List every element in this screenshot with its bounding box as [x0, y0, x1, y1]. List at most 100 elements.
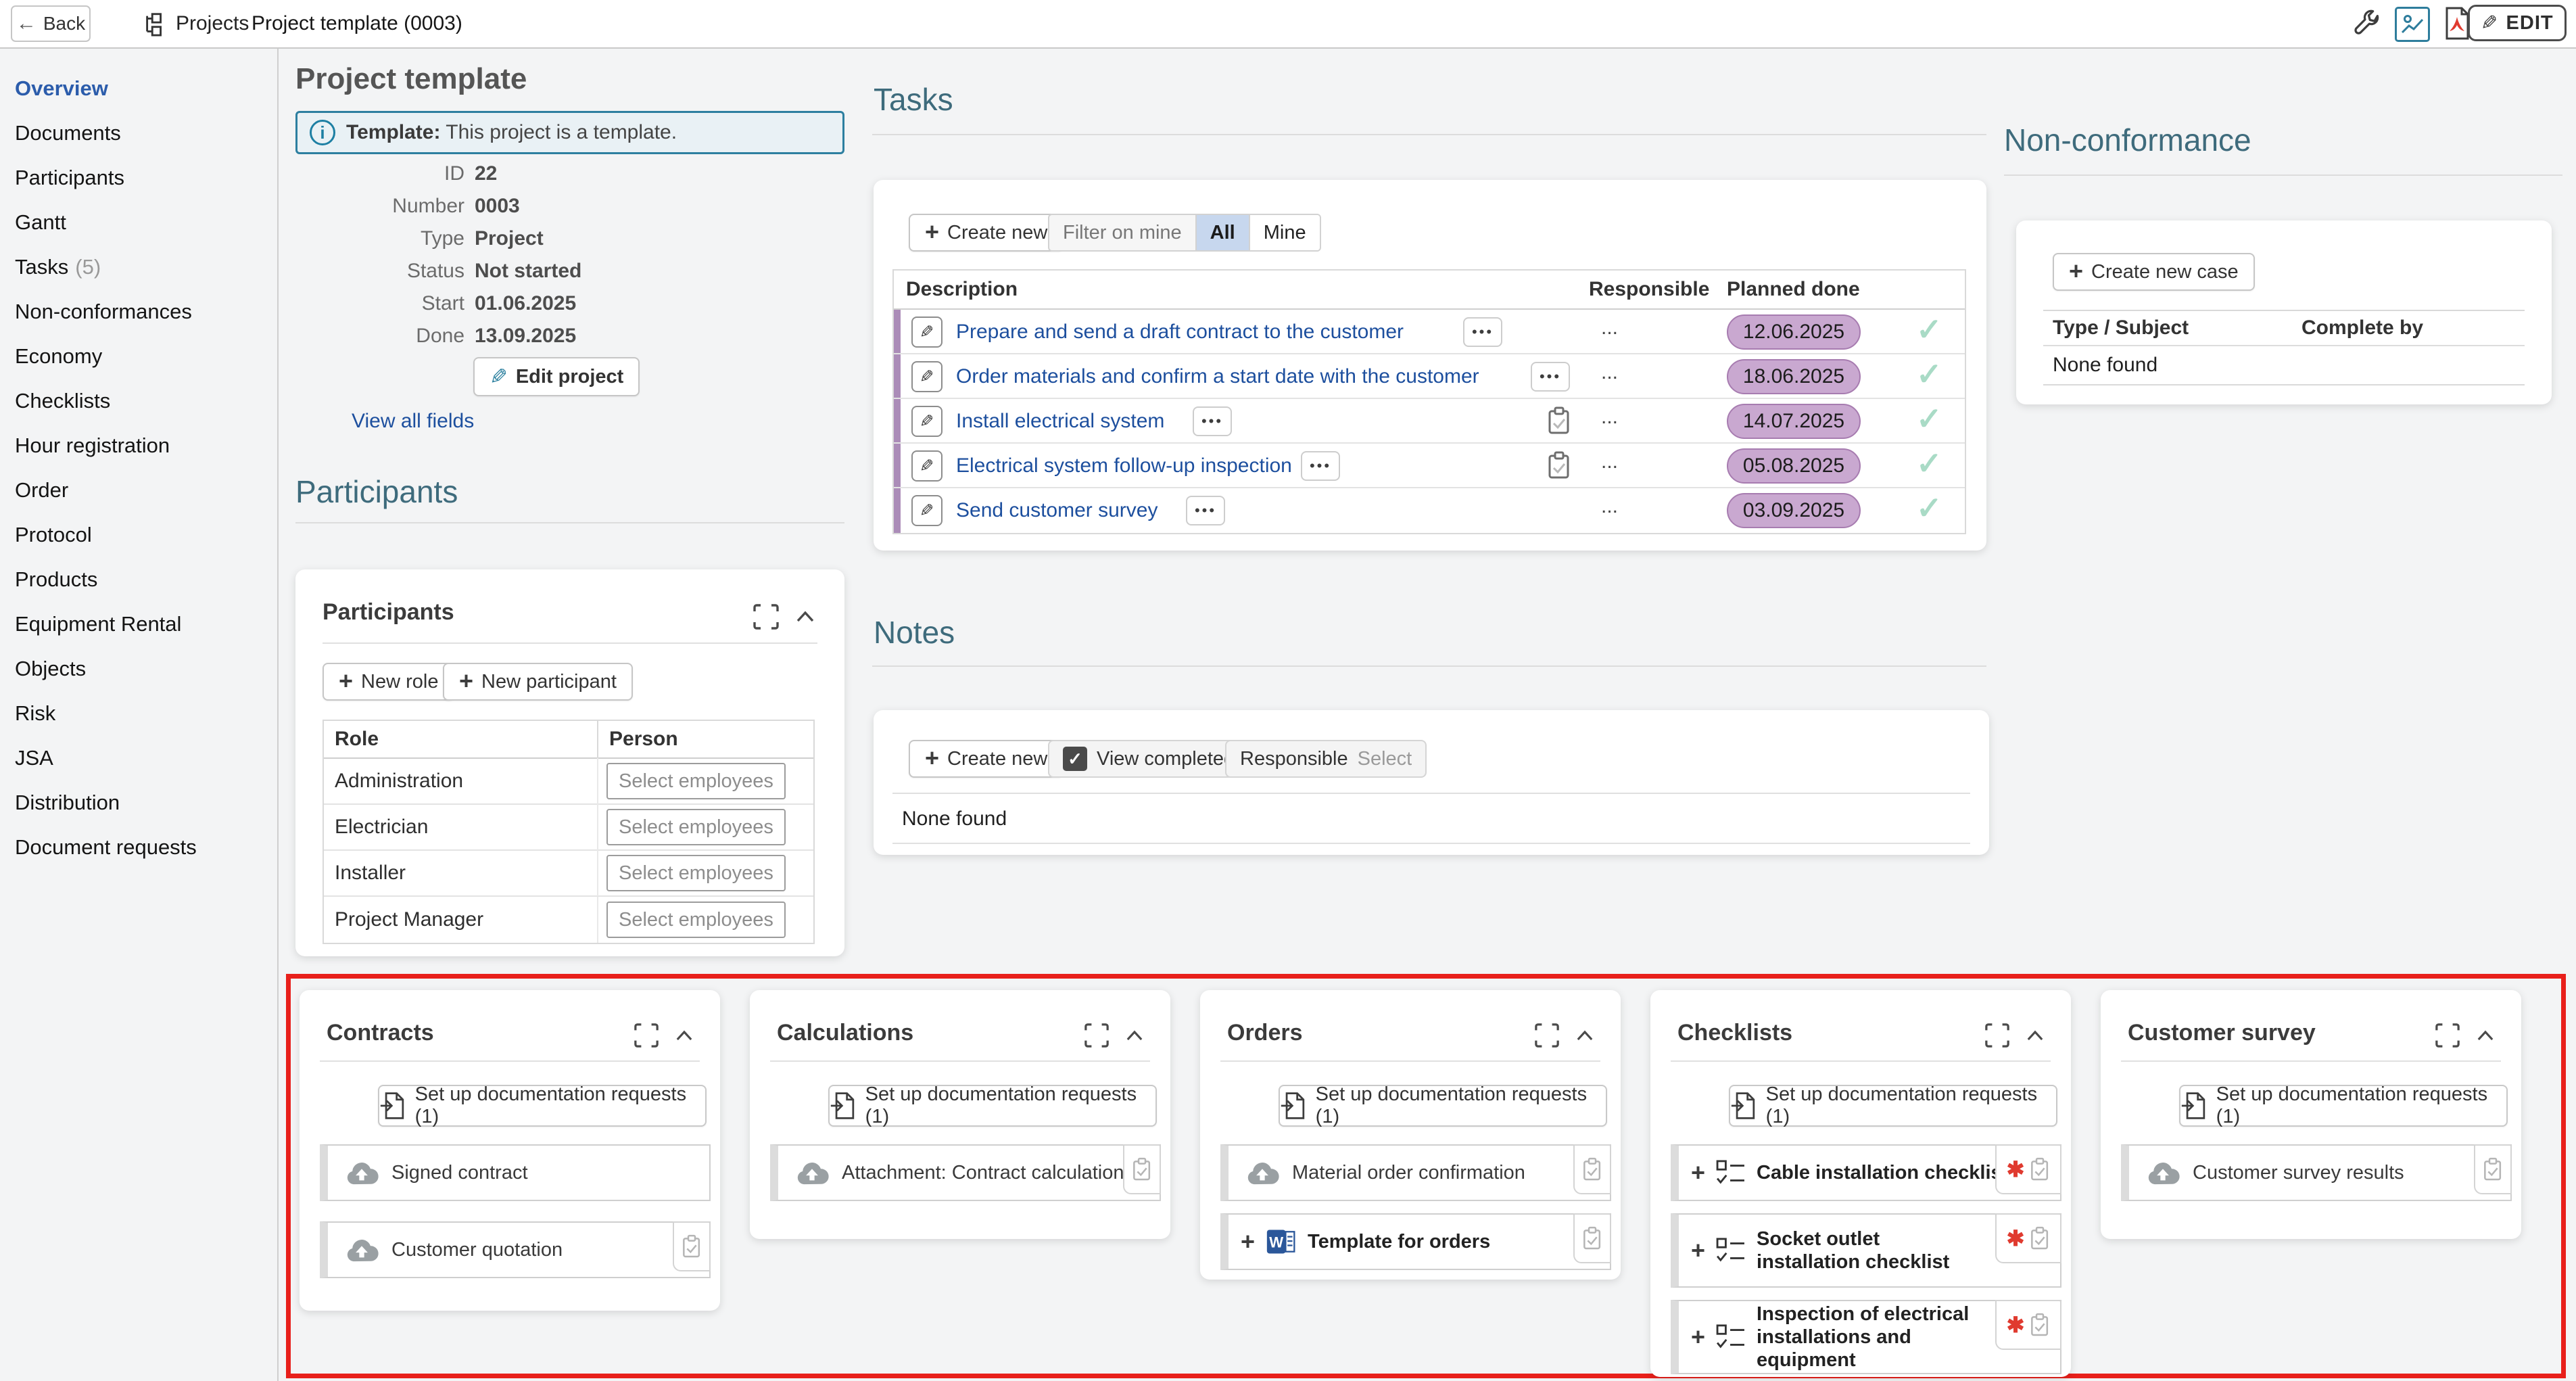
responsible-filter[interactable]: Responsible Select: [1225, 740, 1427, 778]
sidebar-item-jsa[interactable]: JSA: [15, 746, 53, 770]
collapse-icon[interactable]: [796, 610, 815, 624]
task-responsible[interactable]: ...: [1601, 317, 1619, 339]
planned-done-badge[interactable]: 12.06.2025: [1727, 314, 1861, 350]
filter-mine-button[interactable]: Mine: [1248, 215, 1320, 250]
edit-button[interactable]: EDIT: [2468, 5, 2567, 41]
task-done-check-icon[interactable]: [1916, 445, 1942, 482]
collapse-icon[interactable]: [675, 1029, 693, 1042]
sidebar-item-hour-registration[interactable]: Hour registration: [15, 434, 170, 457]
task-done-check-icon[interactable]: [1916, 400, 1942, 437]
clipboard-check-icon[interactable]: [1573, 1213, 1611, 1263]
sidebar-item-overview[interactable]: Overview: [15, 76, 108, 100]
edit-task-button[interactable]: [911, 450, 943, 482]
edit-task-button[interactable]: [911, 495, 943, 526]
tools-icon[interactable]: [2352, 9, 2383, 40]
task-checklist-icon[interactable]: [1547, 406, 1571, 436]
task-link[interactable]: Send customer survey: [956, 499, 1158, 521]
sidebar-item-risk[interactable]: Risk: [15, 701, 56, 725]
select-employees-input[interactable]: Select employees: [606, 763, 786, 799]
back-button[interactable]: Back: [11, 5, 91, 42]
create-task-button[interactable]: Create new: [909, 214, 1064, 252]
task-more-button[interactable]: [1193, 406, 1232, 436]
select-employees-input[interactable]: Select employees: [606, 855, 786, 891]
edit-task-button[interactable]: [911, 317, 943, 348]
upload-dropzone[interactable]: Attachment: Contract calculations: [770, 1144, 1161, 1201]
task-checklist-icon[interactable]: [1547, 450, 1571, 480]
task-link[interactable]: Prepare and send a draft contract to the…: [956, 321, 1404, 343]
setup-doc-requests-button[interactable]: Set up documentation requests (1): [1729, 1083, 2057, 1127]
task-link[interactable]: Order materials and confirm a start date…: [956, 365, 1479, 388]
upload-dropzone[interactable]: Customer quotation: [320, 1221, 711, 1278]
clipboard-check-icon[interactable]: [673, 1221, 711, 1271]
expand-icon[interactable]: [1084, 1023, 1110, 1048]
checklist-item[interactable]: Cable installation checklist: [1671, 1144, 2061, 1201]
sidebar-item-non-conformances[interactable]: Non-conformances: [15, 300, 192, 323]
task-done-check-icon[interactable]: [1916, 490, 1942, 526]
clipboard-check-icon[interactable]: [2474, 1144, 2512, 1194]
sidebar-item-order[interactable]: Order: [15, 478, 69, 502]
sidebar-item-products[interactable]: Products: [15, 567, 98, 591]
collapse-icon[interactable]: [1576, 1029, 1594, 1042]
collapse-icon[interactable]: [2477, 1029, 2494, 1042]
clipboard-check-icon[interactable]: [1573, 1144, 1611, 1194]
sidebar-item-tasks[interactable]: Tasks (5): [15, 255, 101, 279]
required-clipboard-icons[interactable]: [1995, 1144, 2061, 1194]
sidebar-item-distribution[interactable]: Distribution: [15, 791, 120, 814]
edit-project-button[interactable]: Edit project: [473, 357, 640, 396]
checklist-item[interactable]: Inspection of electrical installations a…: [1671, 1300, 2061, 1374]
expand-icon[interactable]: [1534, 1023, 1560, 1048]
sidebar-item-economy[interactable]: Economy: [15, 344, 103, 368]
sidebar-item-checklists[interactable]: Checklists: [15, 389, 111, 413]
clipboard-check-icon[interactable]: [1123, 1144, 1161, 1194]
edit-task-button[interactable]: [911, 361, 943, 392]
expand-icon[interactable]: [634, 1023, 659, 1048]
create-note-button[interactable]: Create new: [909, 740, 1064, 778]
sidebar-item-protocol[interactable]: Protocol: [15, 523, 92, 546]
sidebar-item-objects[interactable]: Objects: [15, 657, 87, 680]
sidebar-item-gantt[interactable]: Gantt: [15, 210, 66, 234]
task-more-button[interactable]: [1301, 451, 1340, 481]
task-responsible[interactable]: ...: [1601, 361, 1619, 383]
task-more-button[interactable]: [1186, 496, 1225, 525]
upload-dropzone[interactable]: Material order confirmation: [1220, 1144, 1611, 1201]
collapse-icon[interactable]: [1126, 1029, 1143, 1042]
expand-icon[interactable]: [1984, 1023, 2010, 1048]
sidebar-item-participants[interactable]: Participants: [15, 166, 124, 189]
task-link[interactable]: Electrical system follow-up inspection: [956, 454, 1292, 477]
sidebar-item-documents[interactable]: Documents: [15, 121, 121, 145]
task-responsible[interactable]: ...: [1601, 406, 1619, 428]
collapse-icon[interactable]: [2026, 1029, 2044, 1042]
upload-dropzone[interactable]: Customer survey results: [2121, 1144, 2512, 1201]
create-case-button[interactable]: Create new case: [2053, 253, 2255, 291]
task-responsible[interactable]: ...: [1601, 495, 1619, 517]
checklist-item[interactable]: Socket outlet installation checklist: [1671, 1213, 2061, 1288]
task-done-check-icon[interactable]: [1916, 356, 1942, 392]
upload-dropzone[interactable]: Signed contract: [320, 1144, 711, 1201]
select-employees-input[interactable]: Select employees: [606, 902, 786, 938]
expand-icon[interactable]: [2435, 1023, 2460, 1048]
view-all-fields-link[interactable]: View all fields: [352, 410, 475, 432]
breadcrumb-projects[interactable]: Projects: [176, 12, 249, 34]
planned-done-badge[interactable]: 14.07.2025: [1727, 404, 1861, 439]
filter-all-button[interactable]: All: [1195, 215, 1249, 250]
task-done-check-icon[interactable]: [1916, 311, 1942, 348]
required-clipboard-icons[interactable]: [1995, 1300, 2061, 1350]
responsible-select[interactable]: Select: [1357, 747, 1412, 770]
setup-doc-requests-button[interactable]: Set up documentation requests (1): [1279, 1083, 1607, 1127]
planned-done-badge[interactable]: 18.06.2025: [1727, 359, 1861, 394]
sidebar-item-document-requests[interactable]: Document requests: [15, 835, 197, 859]
new-participant-button[interactable]: New participant: [443, 663, 633, 701]
new-role-button[interactable]: New role: [323, 663, 455, 701]
select-employees-input[interactable]: Select employees: [606, 809, 786, 845]
task-responsible[interactable]: ...: [1601, 450, 1619, 473]
setup-doc-requests-button[interactable]: Set up documentation requests (1): [2179, 1083, 2508, 1127]
planned-done-badge[interactable]: 05.08.2025: [1727, 448, 1861, 484]
setup-doc-requests-button[interactable]: Set up documentation requests (1): [378, 1083, 707, 1127]
edit-task-button[interactable]: [911, 406, 943, 437]
sidebar-item-equipment-rental[interactable]: Equipment Rental: [15, 612, 182, 636]
task-more-button[interactable]: [1463, 317, 1502, 347]
image-report-icon[interactable]: [2395, 7, 2430, 42]
setup-doc-requests-button[interactable]: Set up documentation requests (1): [828, 1083, 1157, 1127]
expand-icon[interactable]: [753, 603, 780, 630]
view-completed-toggle[interactable]: View completed: [1048, 740, 1250, 778]
